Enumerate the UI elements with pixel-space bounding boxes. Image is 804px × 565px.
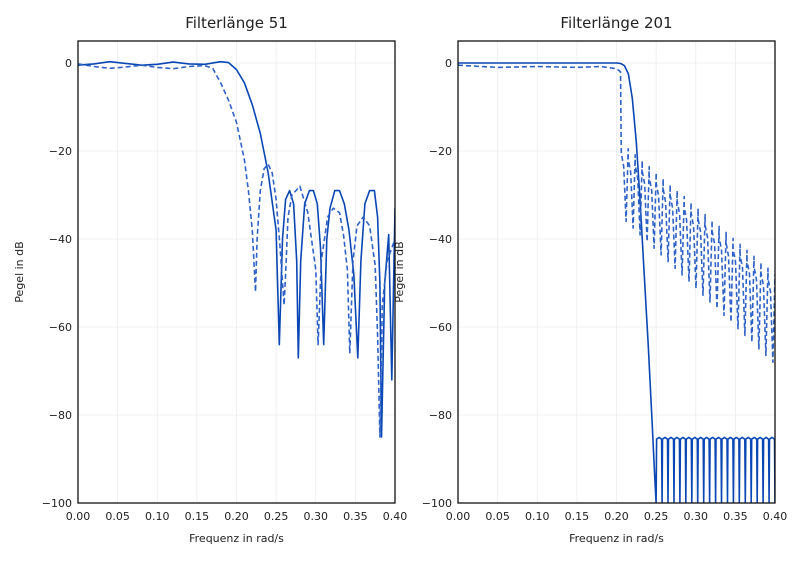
- x-tick-label: 0.00: [446, 510, 471, 523]
- chart-title: Filterlänge 51: [185, 14, 288, 32]
- x-tick-label: 0.05: [485, 510, 510, 523]
- x-tick-label: 0.40: [763, 510, 788, 523]
- y-tick-label: −40: [429, 233, 452, 246]
- x-tick-label: 0.05: [105, 510, 130, 523]
- y-tick-label: 0: [445, 57, 452, 70]
- y-axis-label: Pegel in dB: [13, 241, 26, 302]
- x-tick-label: 0.40: [383, 510, 408, 523]
- y-tick-label: −80: [429, 409, 452, 422]
- series-line-solid: [78, 60, 395, 438]
- plot-frame: [77, 40, 396, 504]
- y-axis-label: Pegel in dB: [393, 241, 406, 302]
- panel-right: 0.00 0.05 0.10 0.15 0.20 0.25 0.30 0.35 0.40 0 −20…: [393, 14, 787, 545]
- series-line-dashed: [458, 64, 775, 363]
- plot-area: [78, 60, 395, 438]
- x-tick-label: 0.35: [723, 510, 748, 523]
- x-tick-label: 0.10: [525, 510, 550, 523]
- y-tick-label: −60: [429, 321, 452, 334]
- x-tick-label: 0.10: [145, 510, 170, 523]
- y-tick-label: −60: [49, 321, 72, 334]
- y-tick-label: −20: [429, 145, 452, 158]
- panel-left: 0.00 0.05 0.10 0.15 0.20 0.25 0.30 0.35 0.40 0 −20…: [13, 14, 407, 545]
- x-tick-label: 0.30: [304, 510, 329, 523]
- x-tick-label: 0.00: [66, 510, 91, 523]
- x-tick-label: 0.20: [604, 510, 629, 523]
- x-tick-label: 0.35: [343, 510, 368, 523]
- series-line-solid: [458, 62, 775, 503]
- y-tick-label: −100: [42, 497, 72, 510]
- y-tick-label: −80: [49, 409, 72, 422]
- y-tick-label: 0: [65, 57, 72, 70]
- x-tick-label: 0.30: [684, 510, 709, 523]
- x-tick-label: 0.15: [185, 510, 210, 523]
- x-tick-label: 0.25: [644, 510, 669, 523]
- x-tick-label: 0.15: [565, 510, 590, 523]
- y-tick-label: −40: [49, 233, 72, 246]
- chart-title: Filterlänge 201: [560, 14, 672, 32]
- x-tick-label: 0.25: [264, 510, 289, 523]
- y-tick-label: −20: [49, 145, 72, 158]
- y-tick-label: −100: [422, 497, 452, 510]
- x-axis-label: Frequenz in rad/s: [189, 532, 284, 545]
- x-axis-label: Frequenz in rad/s: [569, 532, 664, 545]
- plot-frame: [457, 40, 776, 504]
- plot-area: [458, 62, 775, 503]
- x-tick-label: 0.20: [224, 510, 249, 523]
